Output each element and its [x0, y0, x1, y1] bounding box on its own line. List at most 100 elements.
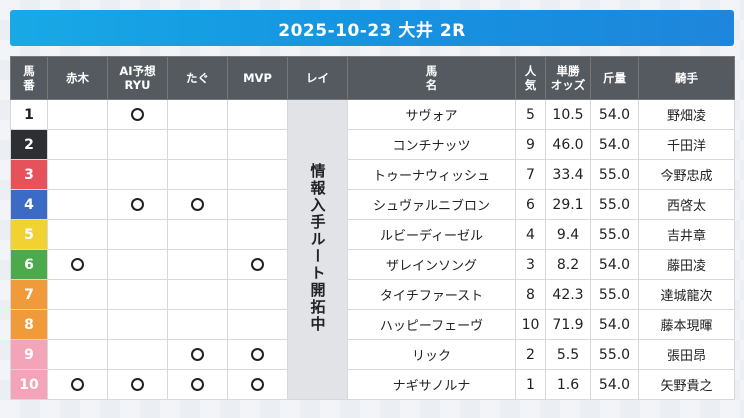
- tagu-mark: [167, 369, 228, 400]
- circle-mark-icon: [251, 348, 264, 361]
- circle-mark-icon: [131, 378, 144, 391]
- ai-mark: [107, 129, 168, 160]
- horse-name: トゥーナウィッシュ: [347, 159, 516, 190]
- table-row: 8 ハッピーフェーヴ 10 71.9 54.0 藤本現暉: [10, 309, 735, 340]
- circle-mark-icon: [131, 198, 144, 211]
- weight: 54.0: [590, 99, 639, 130]
- table-row: 6 ザレインソング 3 8.2 54.0 藤田凌: [10, 249, 735, 280]
- jockey: 矢野貴之: [638, 369, 735, 400]
- table-row: 3 トゥーナウィッシュ 7 33.4 55.0 今野忠成: [10, 159, 735, 190]
- horse-number: 1: [10, 99, 48, 130]
- ai-mark: [107, 339, 168, 370]
- table-row: 1 情報入手ルート開拓中 サヴォア 5 10.5 54.0 野畑凌: [10, 99, 735, 400]
- circle-mark-icon: [191, 378, 204, 391]
- header-odds: 単勝 オッズ: [545, 56, 591, 100]
- weight: 55.0: [590, 279, 639, 310]
- table-row: 10 ナギサノルナ 1 1.6 54.0 矢野貴之: [10, 369, 735, 400]
- mvp-mark: [227, 339, 288, 370]
- popularity: 1: [515, 369, 546, 400]
- horse-number: 2: [10, 129, 48, 160]
- jockey: 西啓太: [638, 189, 735, 220]
- weight: 54.0: [590, 249, 639, 280]
- win-odds: 29.1: [545, 189, 591, 220]
- weight: 54.0: [590, 369, 639, 400]
- akagi-mark: [47, 279, 108, 310]
- mvp-mark: [227, 279, 288, 310]
- header-jockey: 騎手: [638, 56, 735, 100]
- popularity: 10: [515, 309, 546, 340]
- header-rei: レイ: [287, 56, 348, 100]
- route-note: 情報入手ルート開拓中: [308, 162, 327, 333]
- popularity: 9: [515, 129, 546, 160]
- win-odds: 10.5: [545, 99, 591, 130]
- weight: 55.0: [590, 189, 639, 220]
- header-weight: 斤量: [590, 56, 639, 100]
- horse-name: ルビーディーゼル: [347, 219, 516, 250]
- ai-mark: [107, 369, 168, 400]
- table-row: 4 シュヴァルニブロン 6 29.1 55.0 西啓太: [10, 189, 735, 220]
- mvp-mark: [227, 219, 288, 250]
- horse-name: ザレインソング: [347, 249, 516, 280]
- popularity: 2: [515, 339, 546, 370]
- win-odds: 42.3: [545, 279, 591, 310]
- mvp-mark: [227, 129, 288, 160]
- circle-mark-icon: [191, 348, 204, 361]
- race-table: 馬番 赤木 AI予想 RYU たぐ MVP レイ 馬名 人気 単勝 オッズ 斤量 騎…: [10, 56, 735, 400]
- horse-number: 5: [10, 219, 48, 250]
- horse-number: 9: [10, 339, 48, 370]
- circle-mark-icon: [71, 258, 84, 271]
- akagi-mark: [47, 249, 108, 280]
- win-odds: 46.0: [545, 129, 591, 160]
- win-odds: 5.5: [545, 339, 591, 370]
- weight: 54.0: [590, 129, 639, 160]
- horse-name: ハッピーフェーヴ: [347, 309, 516, 340]
- tagu-mark: [167, 339, 228, 370]
- circle-mark-icon: [251, 258, 264, 271]
- ai-mark: [107, 249, 168, 280]
- weight: 55.0: [590, 339, 639, 370]
- horse-name: ナギサノルナ: [347, 369, 516, 400]
- ai-mark: [107, 99, 168, 130]
- tagu-mark: [167, 309, 228, 340]
- win-odds: 8.2: [545, 249, 591, 280]
- weight: 55.0: [590, 159, 639, 190]
- jockey: 今野忠成: [638, 159, 735, 190]
- win-odds: 1.6: [545, 369, 591, 400]
- header-num: 馬番: [10, 56, 48, 100]
- ai-mark: [107, 219, 168, 250]
- popularity: 5: [515, 99, 546, 130]
- tagu-mark: [167, 129, 228, 160]
- tagu-mark: [167, 279, 228, 310]
- ai-mark: [107, 279, 168, 310]
- horse-name: タイチファースト: [347, 279, 516, 310]
- tagu-mark: [167, 249, 228, 280]
- popularity: 3: [515, 249, 546, 280]
- akagi-mark: [47, 339, 108, 370]
- horse-number: 8: [10, 309, 48, 340]
- mvp-mark: [227, 159, 288, 190]
- circle-mark-icon: [71, 378, 84, 391]
- mvp-mark: [227, 249, 288, 280]
- akagi-mark: [47, 369, 108, 400]
- horse-name: シュヴァルニブロン: [347, 189, 516, 220]
- table-row: 9 リック 2 5.5 55.0 張田昂: [10, 339, 735, 370]
- tagu-mark: [167, 99, 228, 130]
- tagu-mark: [167, 159, 228, 190]
- table-row: 7 タイチファースト 8 42.3 55.0 達城龍次: [10, 279, 735, 310]
- header-horse: 馬名: [347, 56, 516, 100]
- horse-number: 7: [10, 279, 48, 310]
- horse-number: 4: [10, 189, 48, 220]
- jockey: 吉井章: [638, 219, 735, 250]
- akagi-mark: [47, 309, 108, 340]
- header-mvp: MVP: [227, 56, 288, 100]
- horse-name: コンチナッツ: [347, 129, 516, 160]
- popularity: 4: [515, 219, 546, 250]
- header-tagu: たぐ: [167, 56, 228, 100]
- jockey: 野畑凌: [638, 99, 735, 130]
- horse-name: サヴォア: [347, 99, 516, 130]
- jockey: 張田昂: [638, 339, 735, 370]
- weight: 54.0: [590, 309, 639, 340]
- route-note-cell: 情報入手ルート開拓中: [287, 99, 348, 400]
- tagu-mark: [167, 219, 228, 250]
- mvp-mark: [227, 189, 288, 220]
